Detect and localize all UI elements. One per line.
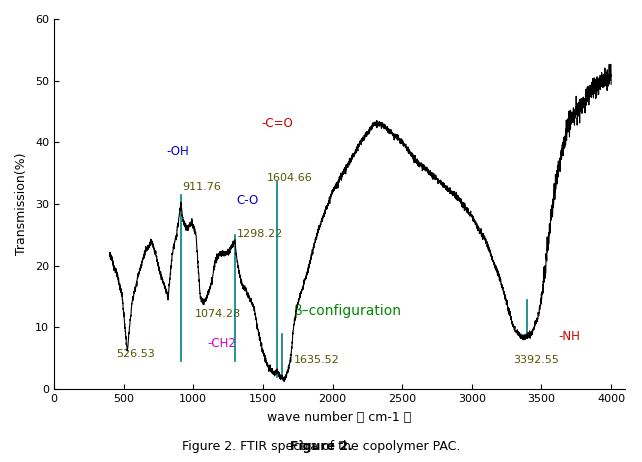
Text: 1298.22: 1298.22	[236, 229, 282, 239]
Text: 1635.52: 1635.52	[293, 355, 339, 365]
Text: 526.53: 526.53	[117, 349, 155, 359]
Text: -NH: -NH	[558, 330, 580, 343]
Text: -C=O: -C=O	[261, 117, 293, 130]
Text: β–configuration: β–configuration	[293, 304, 401, 318]
X-axis label: wave number （ cm-1 ）: wave number （ cm-1 ）	[267, 411, 412, 424]
Text: Figure 2. FTIR spectra of the copolymer PAC.: Figure 2. FTIR spectra of the copolymer …	[182, 440, 460, 453]
Text: 911.76: 911.76	[182, 182, 221, 193]
Text: 1604.66: 1604.66	[267, 173, 313, 183]
Text: -CH2: -CH2	[207, 337, 236, 350]
Text: C-O: C-O	[236, 194, 259, 207]
Text: -OH: -OH	[166, 145, 189, 158]
Text: Figure 2.: Figure 2.	[290, 440, 352, 453]
Text: 3392.55: 3392.55	[514, 355, 560, 365]
Y-axis label: Transmission(%): Transmission(%)	[15, 153, 28, 255]
Text: 1074.28: 1074.28	[195, 309, 241, 319]
